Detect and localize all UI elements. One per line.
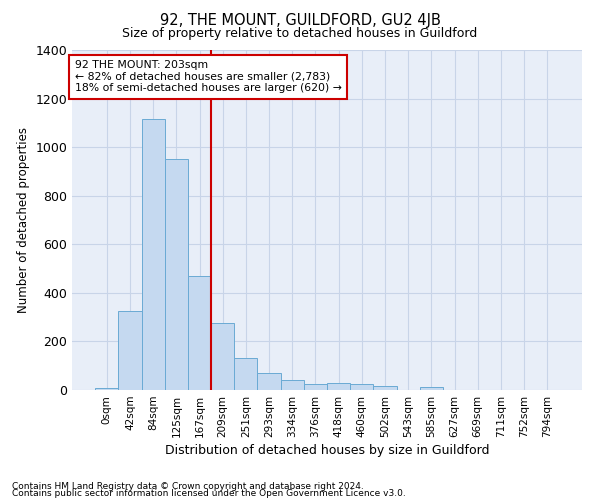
Text: Contains public sector information licensed under the Open Government Licence v3: Contains public sector information licen… bbox=[12, 490, 406, 498]
Bar bbox=[304, 384, 327, 390]
Bar bbox=[327, 384, 350, 390]
Bar bbox=[188, 276, 211, 390]
Bar bbox=[373, 386, 397, 390]
Text: Contains HM Land Registry data © Crown copyright and database right 2024.: Contains HM Land Registry data © Crown c… bbox=[12, 482, 364, 491]
Bar bbox=[211, 323, 234, 390]
Bar bbox=[257, 373, 281, 390]
Bar bbox=[165, 160, 188, 390]
Bar bbox=[420, 387, 443, 390]
Bar bbox=[281, 380, 304, 390]
Bar bbox=[350, 384, 373, 390]
Text: 92, THE MOUNT, GUILDFORD, GU2 4JB: 92, THE MOUNT, GUILDFORD, GU2 4JB bbox=[160, 12, 440, 28]
X-axis label: Distribution of detached houses by size in Guildford: Distribution of detached houses by size … bbox=[165, 444, 489, 457]
Text: Size of property relative to detached houses in Guildford: Size of property relative to detached ho… bbox=[122, 28, 478, 40]
Bar bbox=[95, 388, 118, 390]
Bar bbox=[118, 311, 142, 390]
Bar bbox=[142, 119, 165, 390]
Bar bbox=[234, 358, 257, 390]
Text: 92 THE MOUNT: 203sqm
← 82% of detached houses are smaller (2,783)
18% of semi-de: 92 THE MOUNT: 203sqm ← 82% of detached h… bbox=[74, 60, 341, 94]
Y-axis label: Number of detached properties: Number of detached properties bbox=[17, 127, 30, 313]
